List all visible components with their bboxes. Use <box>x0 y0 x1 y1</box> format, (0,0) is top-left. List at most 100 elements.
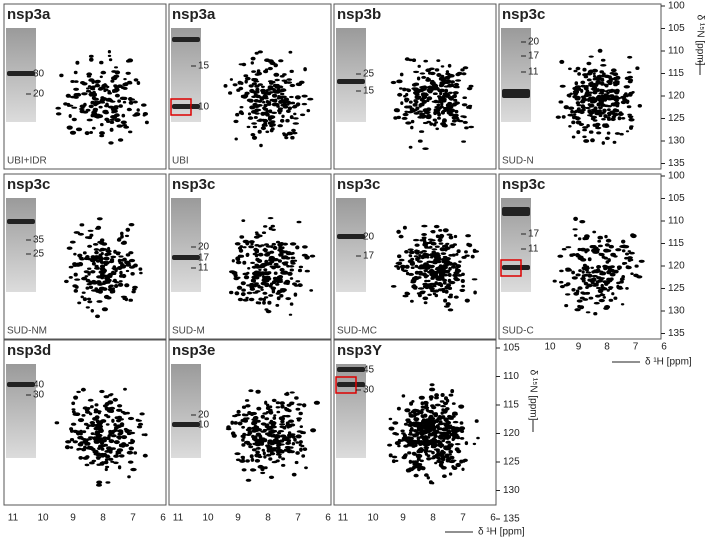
peak <box>301 454 306 458</box>
peak <box>107 434 111 439</box>
peak <box>104 104 110 108</box>
peak <box>226 425 231 429</box>
peak <box>414 442 418 447</box>
peak <box>69 446 74 449</box>
peak <box>559 84 566 88</box>
n-tick-label: 135 <box>503 514 520 525</box>
peak <box>611 89 618 93</box>
peak <box>445 302 451 307</box>
peak <box>418 88 424 92</box>
gel-band <box>337 234 365 239</box>
peak <box>295 407 301 411</box>
peak <box>106 415 111 419</box>
peak <box>269 450 274 454</box>
peak <box>399 87 403 90</box>
peak <box>604 305 611 309</box>
peak <box>464 298 470 303</box>
peak <box>108 393 113 397</box>
peak <box>434 121 439 124</box>
peak <box>615 248 622 252</box>
peak <box>432 92 438 95</box>
peak <box>582 298 589 301</box>
peak <box>290 256 296 260</box>
panel-title: nsp3c <box>7 176 50 193</box>
peak <box>456 268 461 271</box>
peak <box>236 257 241 262</box>
h-tick-label: 7 <box>295 513 301 524</box>
peak <box>447 273 452 277</box>
gel-marker-label: 40 <box>33 380 45 391</box>
gel-lane <box>6 364 36 458</box>
peak <box>429 239 436 242</box>
peak <box>274 436 279 440</box>
peak <box>405 121 412 125</box>
peak <box>555 115 561 119</box>
peak <box>128 130 133 134</box>
peak <box>241 288 246 292</box>
peak <box>241 405 247 409</box>
peak <box>128 258 136 263</box>
peak <box>408 100 413 104</box>
peak <box>586 78 592 82</box>
peak <box>585 248 590 252</box>
peak <box>127 108 132 111</box>
peak <box>601 141 605 145</box>
peak <box>422 121 429 125</box>
peak <box>251 468 257 472</box>
peak <box>441 287 446 291</box>
sample-label: SUD-C <box>502 326 534 337</box>
peak <box>121 435 128 440</box>
peak <box>257 252 264 257</box>
peak <box>612 140 617 144</box>
peak <box>392 421 399 425</box>
peak <box>266 427 271 431</box>
peak <box>254 112 260 115</box>
peak <box>473 250 480 253</box>
peak <box>273 72 280 77</box>
peak <box>271 425 277 429</box>
peak <box>423 401 428 404</box>
peak <box>421 99 427 104</box>
peak <box>439 233 445 238</box>
peak <box>234 242 241 246</box>
peak <box>123 125 130 129</box>
peak <box>233 273 238 278</box>
peak <box>563 105 569 110</box>
peak <box>129 431 136 435</box>
peak <box>444 271 450 274</box>
peak <box>111 418 115 423</box>
peak <box>284 392 290 396</box>
peak <box>424 429 430 432</box>
peak <box>413 112 420 115</box>
peak <box>249 287 256 291</box>
peak <box>251 418 258 422</box>
peak <box>231 259 235 263</box>
peak <box>88 104 94 109</box>
peak <box>131 290 136 294</box>
peak <box>575 273 581 277</box>
peak <box>418 395 425 400</box>
peak <box>91 459 97 463</box>
peak <box>255 87 260 92</box>
peak <box>602 108 607 113</box>
peak <box>245 296 249 300</box>
peak <box>396 79 403 84</box>
peak <box>431 282 438 286</box>
peak <box>616 265 622 269</box>
peak <box>572 228 578 231</box>
peak <box>436 456 440 460</box>
peak <box>255 432 262 437</box>
peak <box>109 128 114 132</box>
peak <box>418 254 422 258</box>
peak <box>434 245 440 248</box>
peak <box>591 115 597 119</box>
peak <box>100 447 105 451</box>
peak <box>428 71 432 75</box>
peak <box>440 449 445 454</box>
peak <box>278 455 282 459</box>
peak <box>298 443 302 447</box>
peak <box>433 110 437 116</box>
peak <box>428 409 434 414</box>
peak <box>603 114 608 119</box>
peak <box>69 438 75 442</box>
